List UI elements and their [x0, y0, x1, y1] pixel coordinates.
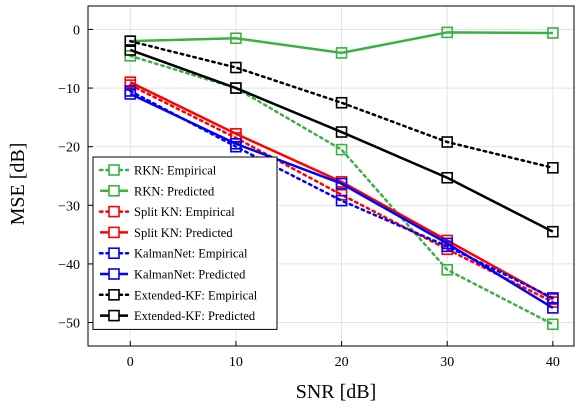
- legend-item: Split KN: Predicted: [100, 226, 233, 240]
- legend-item: RKN: Empirical: [98, 164, 217, 178]
- legend-item: Split KN: Empirical: [98, 205, 235, 219]
- legend: RKN: Empirical RKN: Predicted Split KN: Em…: [92, 156, 278, 330]
- y-tick-label: −30: [58, 199, 80, 214]
- data-point-marker: [547, 225, 559, 238]
- data-point-marker: [441, 136, 454, 148]
- series-line: [129, 48, 554, 233]
- data-point-marker: [124, 35, 137, 47]
- series-7: [124, 44, 559, 238]
- data-point-marker: [124, 44, 137, 56]
- data-point-marker: [335, 188, 348, 201]
- data-point-marker: [335, 177, 348, 190]
- data-point-marker: [124, 76, 137, 89]
- data-point-marker: [441, 26, 454, 39]
- legend-label: Extended-KF: Predicted: [134, 309, 256, 323]
- data-point-marker: [335, 194, 348, 207]
- legend-item: Extended-KF: Empirical: [98, 288, 258, 302]
- plot-frame: [87, 5, 575, 347]
- series-line: [129, 81, 554, 301]
- x-tick-label: 0: [127, 355, 134, 370]
- legend-label: Split KN: Predicted: [134, 226, 233, 240]
- series-line: [129, 92, 554, 309]
- data-point-marker: [441, 263, 454, 276]
- y-tick-label: −10: [58, 82, 80, 97]
- data-point-marker: [547, 161, 559, 174]
- data-point-marker: [547, 27, 559, 39]
- legend-marker: [108, 205, 120, 218]
- x-tick-label: 40: [546, 355, 560, 370]
- series-line: [129, 54, 555, 326]
- legend-marker: [108, 164, 120, 176]
- data-point-marker: [124, 88, 137, 100]
- legend-item: KalmanNet: Empirical: [98, 247, 248, 261]
- series-line: [129, 39, 555, 170]
- legend-label: Extended-KF: Empirical: [134, 288, 258, 302]
- data-point-marker: [547, 318, 559, 331]
- data-point-marker: [335, 126, 348, 138]
- legend-label: Split KN: Empirical: [134, 205, 235, 219]
- data-point-marker: [230, 32, 242, 45]
- data-point-marker: [547, 302, 559, 314]
- legend-item: KalmanNet: Predicted: [100, 268, 246, 282]
- x-tick-label: 10: [229, 355, 243, 370]
- series-group: [124, 26, 559, 331]
- legend-marker: [108, 288, 120, 301]
- legend-item: RKN: Predicted: [100, 184, 215, 198]
- legend-label: KalmanNet: Empirical: [134, 247, 248, 261]
- legend-marker: [108, 268, 120, 280]
- y-tick-label: −50: [58, 317, 80, 332]
- data-point-marker: [335, 47, 348, 59]
- data-point-marker: [335, 96, 348, 109]
- axis-ticks: 0 10 20 30 40 0 −10 −20 −30 −40 −50: [58, 23, 560, 370]
- series-5: [124, 88, 559, 314]
- x-tick-label: 30: [440, 355, 454, 370]
- y-tick-label: −20: [58, 141, 80, 156]
- legend-marker: [108, 247, 120, 259]
- y-axis-label: MSE [dB]: [7, 143, 29, 226]
- data-point-marker: [441, 171, 454, 184]
- legend-box: [92, 156, 278, 330]
- legend-label: RKN: Predicted: [134, 184, 215, 198]
- x-axis-label: SNR [dB]: [296, 381, 377, 403]
- series-line: [129, 83, 555, 304]
- legend-label: KalmanNet: Predicted: [134, 268, 246, 282]
- x-tick-label: 20: [335, 355, 349, 370]
- legend-marker: [108, 185, 120, 197]
- data-point-marker: [230, 137, 242, 150]
- series-6: [124, 35, 559, 174]
- legend-marker: [108, 226, 120, 239]
- legend-item: Extended-KF: Predicted: [100, 309, 256, 323]
- legend-label: RKN: Empirical: [134, 164, 217, 178]
- data-point-marker: [230, 82, 242, 94]
- y-tick-label: −40: [58, 258, 80, 273]
- data-point-marker: [441, 237, 454, 250]
- data-point-marker: [230, 61, 242, 74]
- legend-marker: [108, 309, 120, 322]
- data-point-marker: [335, 143, 348, 156]
- series-line: [130, 31, 553, 55]
- y-tick-label: 0: [73, 23, 80, 38]
